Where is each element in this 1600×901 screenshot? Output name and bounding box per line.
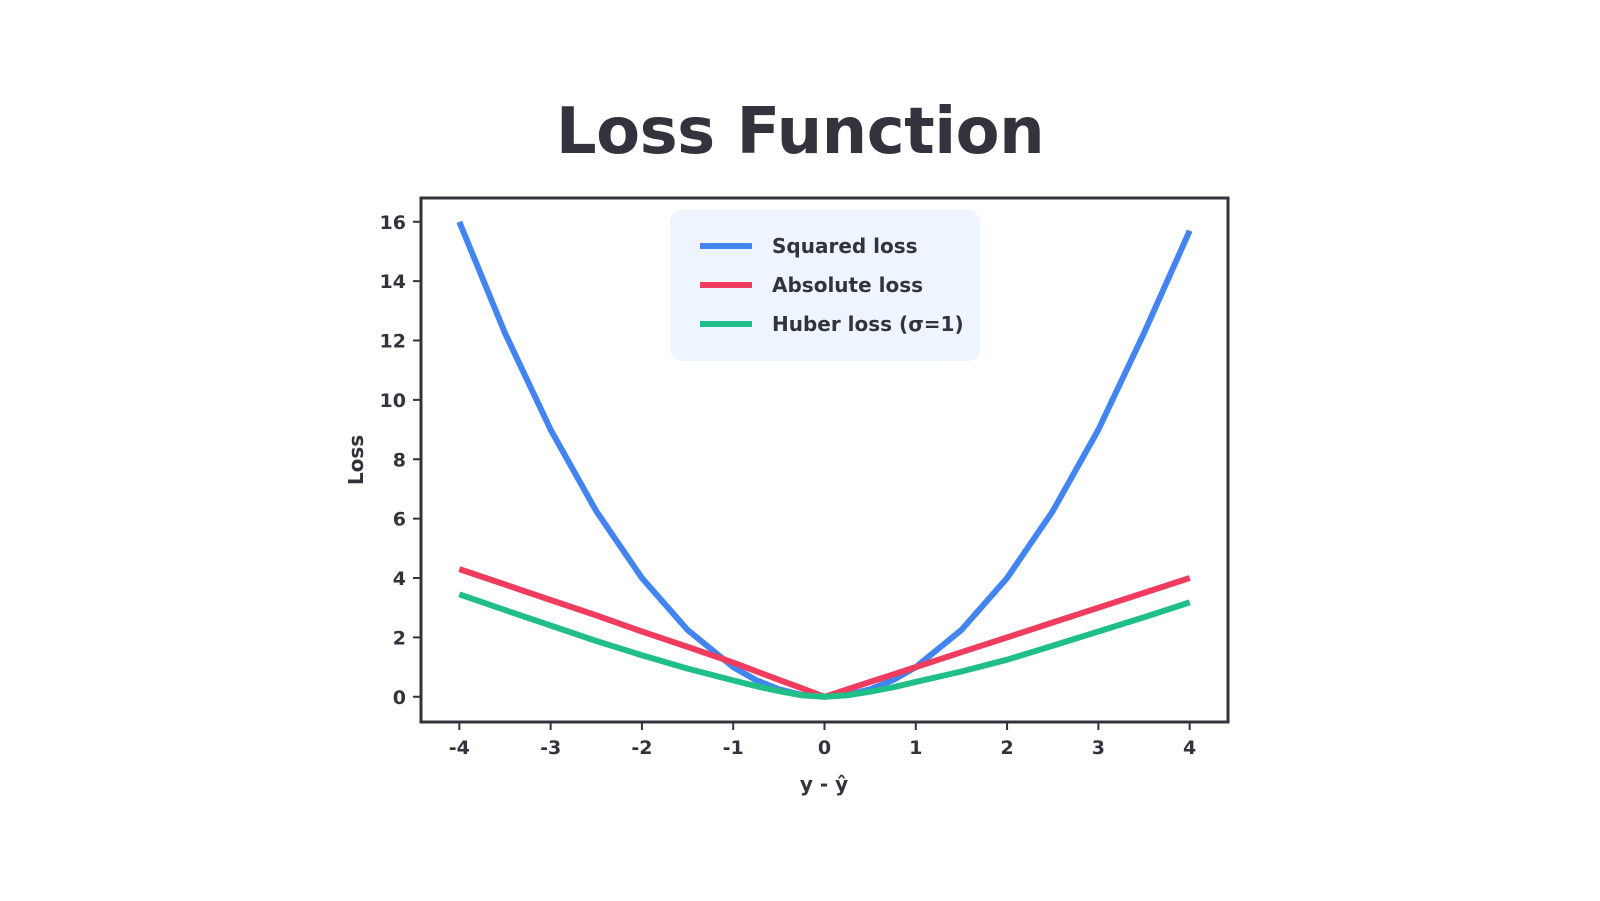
x-tick-label: -3 xyxy=(540,737,561,759)
legend-label-0: Squared loss xyxy=(772,234,918,258)
x-tick-label: 3 xyxy=(1092,737,1105,759)
x-tick-label: 0 xyxy=(818,737,831,759)
y-tick-label: 6 xyxy=(393,509,406,531)
x-tick-label: 1 xyxy=(909,737,922,759)
series-line-2 xyxy=(458,591,1191,700)
y-axis-label: Loss xyxy=(344,435,368,485)
legend-label-1: Absolute loss xyxy=(772,273,923,297)
y-tick-label: 2 xyxy=(393,627,406,649)
x-axis: -4 -3 -2 -1 0 1 2 3 4 xyxy=(449,722,1196,759)
y-tick-label: 16 xyxy=(380,212,406,234)
y-tick-label: 14 xyxy=(380,271,406,293)
legend: Squared loss Absolute loss Huber loss (σ=1… xyxy=(670,210,980,361)
legend-items: Squared loss Absolute loss Huber loss (σ=1… xyxy=(700,234,964,336)
legend-label-2: Huber loss (σ=1) xyxy=(772,312,964,336)
y-tick-label: 8 xyxy=(393,449,406,471)
y-tick-label: 4 xyxy=(393,568,406,590)
x-tick-label: 2 xyxy=(1000,737,1013,759)
y-axis: 0 2 4 6 8 10 12 14 16 xyxy=(380,212,421,709)
x-tick-label: -2 xyxy=(631,737,652,759)
y-tick-label: 0 xyxy=(393,687,406,709)
y-tick-label: 12 xyxy=(380,331,406,353)
x-tick-label: -4 xyxy=(449,737,470,759)
series-layer xyxy=(456,220,1193,700)
chart-title: Loss Function xyxy=(555,95,1045,169)
x-tick-label: 4 xyxy=(1183,737,1196,759)
y-tick-label: 10 xyxy=(380,390,406,412)
x-tick-label: -1 xyxy=(723,737,744,759)
x-axis-label: y - ŷ xyxy=(800,772,848,796)
